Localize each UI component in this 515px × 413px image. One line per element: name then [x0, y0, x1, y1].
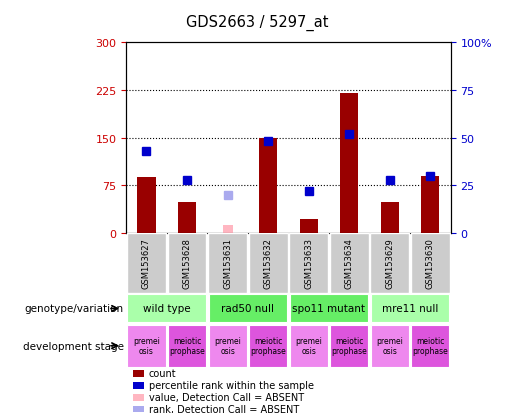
Text: spo11 mutant: spo11 mutant [293, 304, 366, 314]
Bar [300, 219, 318, 233]
Text: meiotic
prophase: meiotic prophase [250, 336, 286, 356]
Bar [167, 233, 207, 293]
Bar [340, 94, 358, 233]
Bar [208, 233, 247, 293]
Bar [222, 226, 233, 233]
Bar [330, 233, 369, 293]
Bar [127, 325, 165, 367]
Text: GSM153634: GSM153634 [345, 238, 354, 289]
Bar [133, 394, 144, 401]
Bar [209, 295, 287, 323]
Bar [411, 325, 450, 367]
Text: mre11 null: mre11 null [382, 304, 438, 314]
Bar [168, 325, 206, 367]
Bar [133, 406, 144, 413]
Bar [289, 325, 328, 367]
Text: GSM153633: GSM153633 [304, 238, 313, 289]
Bar [127, 295, 206, 323]
Bar [371, 295, 450, 323]
Text: GSM153629: GSM153629 [385, 238, 394, 289]
Text: GSM153632: GSM153632 [264, 238, 272, 289]
Text: GDS2663 / 5297_at: GDS2663 / 5297_at [186, 14, 329, 31]
Text: premei
osis: premei osis [376, 336, 403, 356]
Text: premei
osis: premei osis [133, 336, 160, 356]
Bar [133, 370, 144, 377]
Text: rank, Detection Call = ABSENT: rank, Detection Call = ABSENT [149, 404, 299, 413]
Text: meiotic
prophase: meiotic prophase [331, 336, 367, 356]
Bar [209, 325, 247, 367]
Bar [133, 382, 144, 389]
Bar [259, 138, 277, 233]
Bar [421, 176, 439, 233]
Bar [371, 325, 409, 367]
Text: premei
osis: premei osis [295, 336, 322, 356]
Text: count: count [149, 368, 177, 378]
Bar [330, 325, 368, 367]
Bar [289, 295, 368, 323]
Text: wild type: wild type [143, 304, 191, 314]
Bar [249, 325, 287, 367]
Bar [127, 233, 166, 293]
Bar [178, 203, 196, 233]
Text: GSM153627: GSM153627 [142, 238, 151, 289]
Bar [289, 233, 328, 293]
Text: rad50 null: rad50 null [221, 304, 274, 314]
Text: GSM153630: GSM153630 [426, 238, 435, 289]
Text: meiotic
prophase: meiotic prophase [169, 336, 205, 356]
Text: genotype/variation: genotype/variation [25, 304, 124, 314]
Text: value, Detection Call = ABSENT: value, Detection Call = ABSENT [149, 392, 304, 402]
Bar [249, 233, 287, 293]
Text: meiotic
prophase: meiotic prophase [413, 336, 448, 356]
Text: percentile rank within the sample: percentile rank within the sample [149, 380, 314, 390]
Text: GSM153628: GSM153628 [182, 238, 192, 289]
Bar [138, 178, 156, 233]
Bar [411, 233, 450, 293]
Bar [381, 203, 399, 233]
Bar [370, 233, 409, 293]
Text: premei
osis: premei osis [214, 336, 241, 356]
Text: development stage: development stage [23, 341, 124, 351]
Text: GSM153631: GSM153631 [223, 238, 232, 289]
